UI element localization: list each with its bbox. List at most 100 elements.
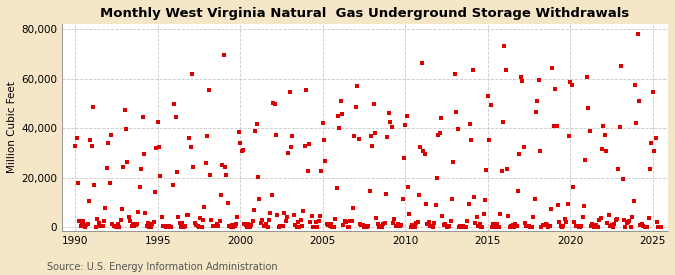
Point [157,215,167,219]
Point [544,224,555,228]
Point [621,221,632,226]
Point [545,207,556,211]
Point [276,224,287,229]
Point [601,148,612,153]
Point [178,225,189,229]
Point [136,167,146,172]
Point [411,221,422,225]
Point [130,223,141,227]
Point [96,224,107,228]
Point [300,144,310,148]
Point [520,221,531,225]
Point [583,106,593,110]
Point [503,213,514,218]
Point [297,224,308,229]
Point [200,161,211,166]
Point [356,223,367,227]
Point [383,111,394,115]
Point [585,224,596,228]
Point [460,225,471,229]
Point [626,225,637,229]
Point [234,130,244,134]
Point [195,216,206,221]
Point [560,217,570,221]
Point [427,224,438,229]
Point [141,224,152,229]
Point [507,223,518,227]
Point [653,225,664,230]
Point [242,225,252,229]
Point [283,150,294,155]
Point [288,213,299,218]
Point [225,225,236,229]
Point [459,224,470,229]
Point [118,165,129,169]
Point [528,215,539,219]
Point [364,189,375,194]
Point [499,44,510,48]
Point [354,222,365,226]
Point [441,225,452,229]
Point [281,215,292,219]
Point [627,215,638,219]
Point [574,225,585,230]
Point [76,224,86,228]
Point [381,192,392,197]
Point [153,119,163,124]
Point [370,131,381,135]
Point [261,222,272,226]
Point [140,211,151,215]
Point [537,223,548,227]
Point [455,223,466,228]
Point [338,222,349,227]
Point [243,222,254,226]
Point [387,221,398,225]
Point [448,160,459,164]
Point [591,222,602,227]
Point [360,224,371,228]
Point [406,225,416,229]
Point [431,175,442,180]
Point [190,221,200,225]
Point [292,220,303,225]
Point [492,222,503,227]
Point [609,222,620,226]
Point [385,119,396,124]
Point [308,225,319,229]
Point [497,119,508,124]
Point [597,147,608,151]
Point [439,221,450,226]
Point [561,219,572,224]
Point [650,136,661,140]
Point [550,87,561,92]
Point [286,145,296,149]
Point [198,218,209,222]
Point [558,224,569,229]
Point [628,199,639,203]
Point [433,133,443,137]
Point [438,223,449,227]
Point [358,225,369,229]
Point [377,225,387,229]
Point [616,64,626,68]
Point [481,168,492,172]
Point [180,224,190,229]
Point [613,166,624,171]
Point [617,177,628,181]
Point [548,123,559,128]
Point [113,222,124,226]
Point [608,225,618,229]
Point [500,68,511,73]
Point [103,141,113,145]
Point [268,101,279,105]
Point [610,218,621,222]
Point [254,196,265,201]
Point [569,220,580,224]
Point [531,110,541,115]
Point [554,220,565,225]
Point [214,219,225,223]
Point [477,225,488,230]
Point [155,174,166,178]
Point [337,112,348,116]
Point [581,75,592,79]
